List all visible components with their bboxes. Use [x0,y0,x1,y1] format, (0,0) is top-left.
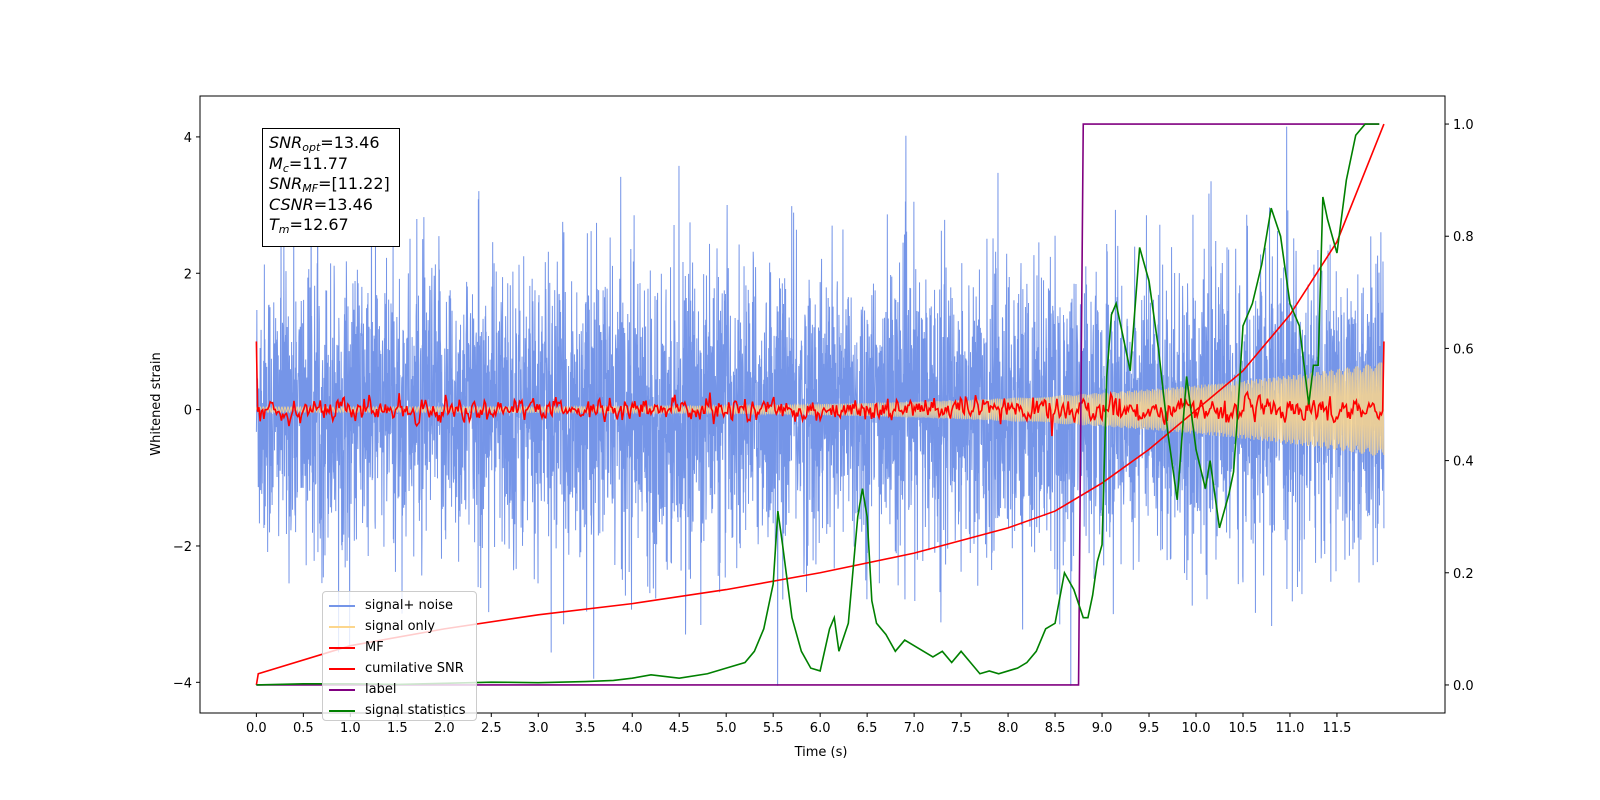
x-tick-label: 7.5 [951,721,972,736]
x-tick-label: 5.0 [716,721,737,736]
x-tick-label: 10.0 [1182,721,1211,736]
x-tick-label: 8.5 [1045,721,1066,736]
x-axis-label: Time (s) [794,745,848,760]
legend-swatch [329,625,355,628]
y2-tick-label: 0.0 [1453,679,1474,694]
x-axis: 0.0 0.5 1.0 1.5 2.0 2.5 3.0 3.5 4.0 4.5 5.0 5.5 6.0 6… [246,713,1351,736]
annotation-mc: Mc=11.77 [269,153,349,175]
y2-tick-label: 0.4 [1453,455,1474,470]
legend-swatch [329,688,355,691]
y-tick-label: 0 [184,404,192,419]
x-tick-label: 3.0 [528,721,549,736]
y-axis-left: −4 −2 0 2 4 [173,131,200,691]
annotation-tm: Tm=12.67 [269,215,349,237]
legend-swatch [329,646,355,649]
annotation-snr-opt: SNRopt=13.46 [269,133,380,154]
legend-item: signal only [329,616,470,637]
x-tick-label: 11.5 [1322,721,1351,736]
snr-annotation-box: SNRopt=13.46 Mc=11.77 SNRMF=[11.22] CSNR… [262,128,400,247]
series-mf [255,341,1385,437]
legend-label: MF [365,640,384,655]
x-tick-label: 10.5 [1229,721,1258,736]
y-axis-right: 0.0 0.2 0.4 0.6 0.8 1.0 [1445,118,1474,694]
y-tick-label: 2 [184,267,192,282]
legend-label: signal only [365,619,436,634]
legend-swatch [329,709,355,712]
legend-swatch [329,667,355,670]
legend-label: signal+ noise [365,598,454,613]
x-tick-label: 4.5 [669,721,690,736]
x-tick-label: 7.0 [904,721,925,736]
legend-item: signal statistics [329,700,470,721]
legend-label: label [365,682,397,697]
y2-tick-label: 0.8 [1453,230,1474,245]
x-tick-label: 6.0 [810,721,831,736]
legend-label: cumilative SNR [365,661,464,676]
x-tick-label: 8.0 [998,721,1019,736]
y-tick-label: 4 [184,131,192,146]
y-tick-label: −2 [173,540,192,555]
axes-frame [199,95,1446,714]
x-tick-label: 3.5 [575,721,596,736]
x-tick-label: 1.5 [387,721,408,736]
annotation-csnr: CSNR=13.46 [269,194,373,214]
x-tick-label: 2.5 [481,721,502,736]
legend-item: cumilative SNR [329,658,470,679]
x-tick-label: 2.0 [434,721,455,736]
x-tick-label: 9.0 [1092,721,1113,736]
x-tick-label: 0.5 [293,721,314,736]
legend-item: signal+ noise [329,595,470,616]
y-axis-label: Whitened strain [149,352,164,455]
y-tick-label: −4 [173,676,192,691]
legend-label: signal statistics [365,703,466,718]
x-tick-label: 0.0 [246,721,267,736]
y2-tick-label: 0.2 [1453,567,1474,582]
legend-swatch [329,604,355,607]
legend-item: label [329,679,470,700]
series-signal-statistics [256,123,1380,686]
legend-item: MF [329,637,470,658]
y2-tick-label: 0.6 [1453,342,1474,357]
legend: signal+ noise signal only MF cumilative SNR… [322,591,477,721]
y2-tick-label: 1.0 [1453,118,1474,133]
series-label [256,123,1380,686]
x-tick-label: 4.0 [622,721,643,736]
x-tick-label: 1.0 [340,721,361,736]
x-tick-label: 5.5 [763,721,784,736]
x-tick-label: 6.5 [857,721,878,736]
x-tick-label: 11.0 [1275,721,1304,736]
x-tick-label: 9.5 [1139,721,1160,736]
annotation-snr-mf: SNRMF=[11.22] [269,174,390,196]
